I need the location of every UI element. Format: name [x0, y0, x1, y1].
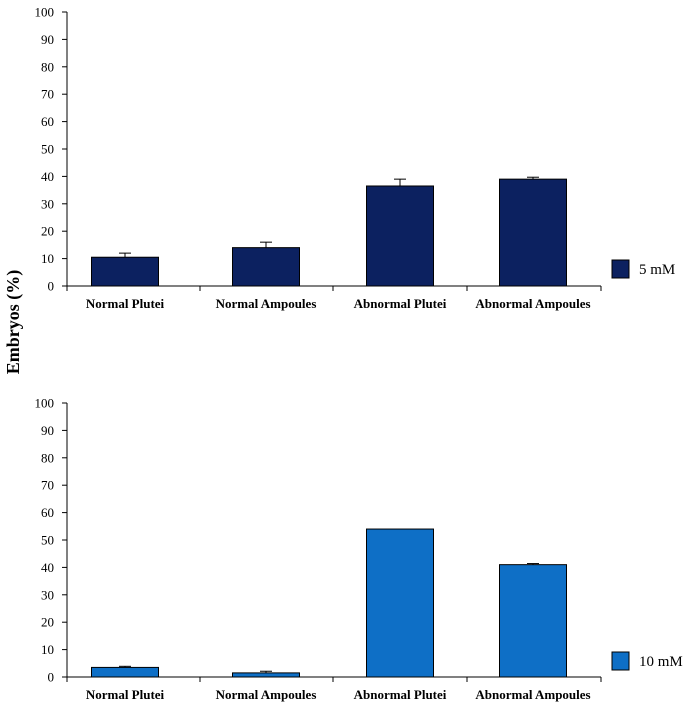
- legend-swatch: [611, 651, 630, 671]
- y-tick-label: 90: [41, 32, 54, 47]
- x-tick-label: Normal Ampoules: [216, 687, 317, 702]
- legend-label: 5 mM: [639, 262, 675, 278]
- y-tick-label: 20: [41, 615, 54, 630]
- legend-label: 10 mM: [639, 654, 683, 670]
- y-tick-label: 30: [41, 196, 54, 211]
- x-tick-label: Abnormal Plutei: [354, 296, 447, 311]
- bar: [232, 247, 300, 287]
- chart-panel-2: 0 10 20 30 40 50 60 70 80 90 100 Normal Plutei Norma…: [35, 396, 683, 703]
- y-tick-label: 70: [41, 478, 54, 493]
- y-tick-label: 10: [41, 642, 54, 657]
- y-tick-label: 20: [41, 224, 54, 239]
- bar: [499, 178, 567, 287]
- y-tick-label: 30: [41, 587, 54, 602]
- y-axis-label: Embryos (%): [3, 270, 24, 375]
- bar: [232, 672, 300, 678]
- bar: [499, 564, 567, 678]
- x-tick-label: Abnormal Plutei: [354, 687, 447, 702]
- x-tick-label: Abnormal Ampoules: [475, 296, 590, 311]
- chart-panel-1: 0 10 20 30 40 50 60 70 80 90 100 Normal Plutei Norma…: [35, 5, 676, 312]
- x-tick-label: Normal Plutei: [86, 296, 165, 311]
- y-tick-label: 100: [35, 5, 55, 20]
- y-tick-label: 50: [41, 533, 54, 548]
- y-tick-label: 0: [48, 279, 55, 294]
- y-tick-label: 100: [35, 396, 55, 411]
- x-tick-label: Abnormal Ampoules: [475, 687, 590, 702]
- legend-swatch: [611, 259, 630, 279]
- y-tick-label: 80: [41, 59, 54, 74]
- bar: [366, 528, 434, 678]
- y-tick-label: 60: [41, 114, 54, 129]
- x-tick-label: Normal Ampoules: [216, 296, 317, 311]
- x-tick-label: Normal Plutei: [86, 687, 165, 702]
- bar: [91, 256, 159, 287]
- y-tick-label: 10: [41, 251, 54, 266]
- y-tick-label: 80: [41, 450, 54, 465]
- y-tick-label: 60: [41, 505, 54, 520]
- y-tick-label: 0: [48, 670, 55, 685]
- y-tick-label: 40: [41, 560, 54, 575]
- y-tick-label: 70: [41, 87, 54, 102]
- bar: [91, 666, 159, 678]
- y-tick-label: 40: [41, 169, 54, 184]
- bar: [366, 185, 434, 287]
- y-tick-label: 90: [41, 423, 54, 438]
- y-tick-label: 50: [41, 142, 54, 157]
